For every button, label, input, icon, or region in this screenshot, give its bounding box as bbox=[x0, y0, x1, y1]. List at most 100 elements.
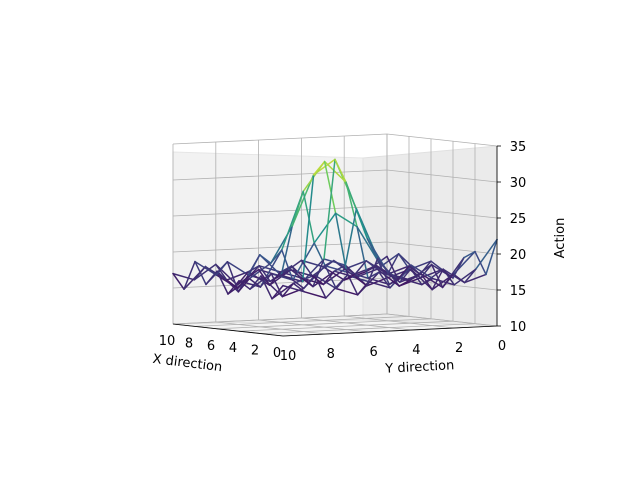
wire-col-segment bbox=[355, 276, 368, 287]
wire-col-segment bbox=[431, 268, 444, 291]
z-tick-label: 15 bbox=[510, 284, 527, 299]
wire-row-segment bbox=[271, 282, 295, 300]
grid-line bbox=[260, 323, 476, 334]
wire-col-segment bbox=[356, 280, 370, 296]
wire-col-segment bbox=[292, 282, 306, 293]
x-axis-label: X direction bbox=[152, 352, 223, 375]
wire-col-segment bbox=[355, 208, 369, 240]
wire-col-segment bbox=[430, 260, 443, 271]
wire-col-segment bbox=[399, 264, 413, 280]
wire-col-segment bbox=[388, 273, 401, 283]
wire-col-segment bbox=[408, 265, 421, 276]
wire-col-segment bbox=[227, 280, 240, 295]
wire-col-segment bbox=[248, 254, 261, 276]
wire-col-segment bbox=[247, 265, 260, 273]
wire-col-segment bbox=[323, 158, 336, 260]
wire-col-segment bbox=[303, 274, 316, 290]
grid-line bbox=[215, 321, 326, 335]
wire-col-segment bbox=[291, 190, 304, 227]
wire-col-segment bbox=[474, 250, 487, 276]
wireframe-lines bbox=[172, 158, 498, 300]
wire-col-segment bbox=[333, 259, 346, 270]
wire-col-segment bbox=[311, 275, 325, 286]
y-axis-label: Y direction bbox=[384, 358, 455, 377]
wire-col-segment bbox=[323, 160, 337, 214]
wire-col-segment bbox=[344, 268, 357, 279]
wire-col-segment bbox=[259, 254, 272, 264]
wire-col-segment bbox=[335, 274, 348, 290]
wire-col-segment bbox=[257, 268, 271, 286]
wire-col-segment bbox=[271, 284, 284, 300]
back-pane-left bbox=[172, 151, 364, 325]
wire-col-segment bbox=[485, 238, 498, 276]
wire-col-segment bbox=[420, 273, 433, 291]
wire-col-segment bbox=[172, 272, 185, 290]
wire-col-segment bbox=[375, 265, 389, 275]
wire-col-segment bbox=[281, 282, 295, 298]
x-tick-label: 2 bbox=[251, 344, 259, 359]
wire-col-segment bbox=[279, 269, 292, 277]
wire-col-segment bbox=[441, 268, 454, 279]
wire-col-segment bbox=[236, 271, 249, 286]
wire-col-segment bbox=[268, 271, 282, 286]
wire-col-segment bbox=[216, 270, 229, 295]
wire-col-segment bbox=[463, 250, 476, 259]
grid-line bbox=[216, 318, 432, 330]
wire-col-segment bbox=[183, 260, 196, 290]
x-tick-label: 8 bbox=[185, 336, 193, 351]
wire-row-segment bbox=[399, 277, 423, 286]
x-tick-labels: 10 8 6 4 2 0 bbox=[159, 334, 281, 361]
y-tick-labels: 10 8 6 4 2 0 bbox=[280, 339, 506, 364]
wire-row-segment bbox=[408, 260, 432, 271]
wire-row-segment bbox=[386, 265, 410, 275]
wire-col-segment bbox=[387, 276, 400, 287]
wire-col-segment bbox=[365, 260, 378, 270]
y-tick-label: 10 bbox=[280, 349, 297, 364]
x-tick-label: 4 bbox=[229, 341, 237, 356]
wire-col-segment bbox=[333, 264, 347, 272]
wire-col-segment bbox=[270, 249, 283, 264]
wire-col-segment bbox=[237, 274, 250, 290]
grid-line bbox=[172, 313, 498, 327]
wire-col-segment bbox=[193, 265, 207, 281]
wire-col-segment bbox=[279, 265, 293, 273]
wire-row-segment bbox=[172, 272, 196, 281]
wire-row-segment bbox=[335, 287, 359, 296]
wire-col-segment bbox=[452, 273, 466, 284]
grid-line bbox=[258, 319, 369, 333]
wire-col-segment bbox=[290, 269, 303, 279]
wire-col-segment bbox=[366, 238, 380, 263]
wire-col-segment bbox=[343, 273, 356, 281]
wire-col-segment bbox=[364, 265, 378, 273]
wire-col-segment bbox=[377, 257, 390, 275]
x-tick-label: 0 bbox=[273, 346, 281, 361]
wire-col-segment bbox=[312, 258, 325, 288]
grid-line bbox=[172, 169, 498, 183]
wire-col-segment bbox=[322, 259, 335, 268]
wire-row-segment bbox=[432, 277, 455, 286]
grid-line bbox=[301, 317, 412, 331]
wire-col-segment bbox=[281, 249, 294, 281]
wire-col-segment bbox=[334, 158, 347, 183]
wire-row-segment bbox=[324, 265, 348, 273]
wire-col-segment bbox=[419, 263, 433, 279]
wire-row-segment bbox=[323, 160, 347, 183]
wire-col-segment bbox=[270, 273, 284, 298]
wire-col-segment bbox=[399, 268, 412, 283]
wire-col-segment bbox=[300, 259, 314, 277]
wire-col-segment bbox=[322, 270, 336, 286]
wire-col-segment bbox=[354, 260, 367, 275]
wire-col-segment bbox=[430, 263, 444, 289]
wire-col-segment bbox=[366, 257, 379, 287]
grid-line bbox=[238, 320, 454, 332]
wire-col-segment bbox=[463, 268, 477, 284]
z-tick-labels: 10 15 20 25 30 35 bbox=[497, 140, 526, 335]
grid-line bbox=[172, 241, 498, 255]
y-tick-label: 6 bbox=[369, 345, 377, 360]
grid-line bbox=[172, 133, 498, 147]
wire-col-segment bbox=[397, 265, 410, 280]
wire-row-segment bbox=[215, 263, 238, 286]
wire-col-segment bbox=[301, 277, 314, 288]
wire-col-segment bbox=[215, 261, 229, 276]
